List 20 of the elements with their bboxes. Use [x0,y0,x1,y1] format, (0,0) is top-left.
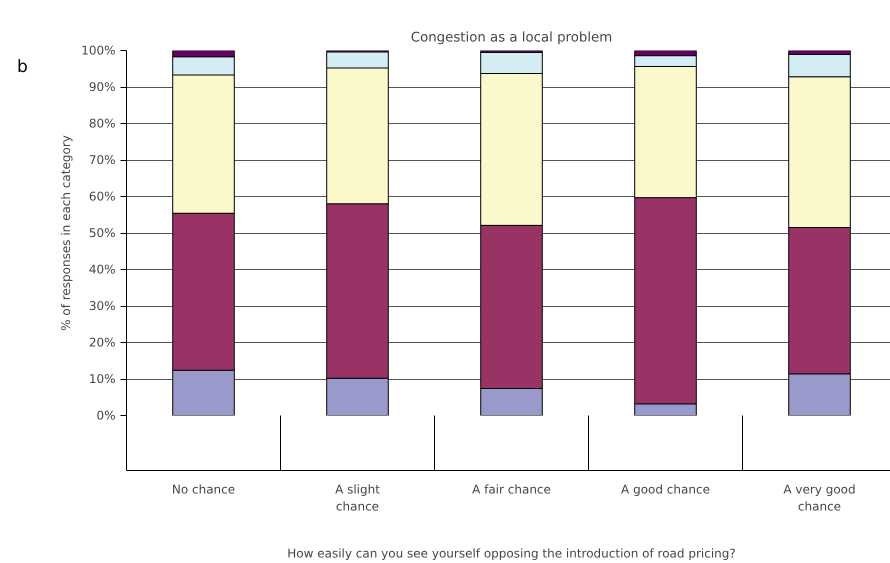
y-tick-label: 50% [88,226,116,240]
x-tick-label: A fair chance [472,482,551,496]
y-axis-title: % of responses in each category [59,135,74,331]
y-tick-label: 40% [88,262,116,276]
y-tick-label: 0% [96,408,116,422]
chart-title: Congestion as a local problem [410,30,612,46]
x-tick-label: No chance [172,482,236,496]
y-tick-label: 100% [81,44,116,58]
y-tick-label: 80% [88,116,116,130]
x-tick-label: A slight chance [335,482,380,514]
y-tick-label: 70% [88,153,116,167]
y-tick-label: 90% [88,80,116,94]
y-tick-label: 30% [88,299,116,313]
x-axis-title: How easily can you see yourself opposing the introduction of road pricing? [287,546,736,560]
text: b [17,56,28,79]
y-tick-label: 10% [88,372,116,386]
y-tick-label: 20% [88,336,116,350]
y-tick-label: 60% [88,190,116,204]
x-tick-label: A good chance [621,482,710,496]
x-tick-label: A very good chance [783,482,856,514]
